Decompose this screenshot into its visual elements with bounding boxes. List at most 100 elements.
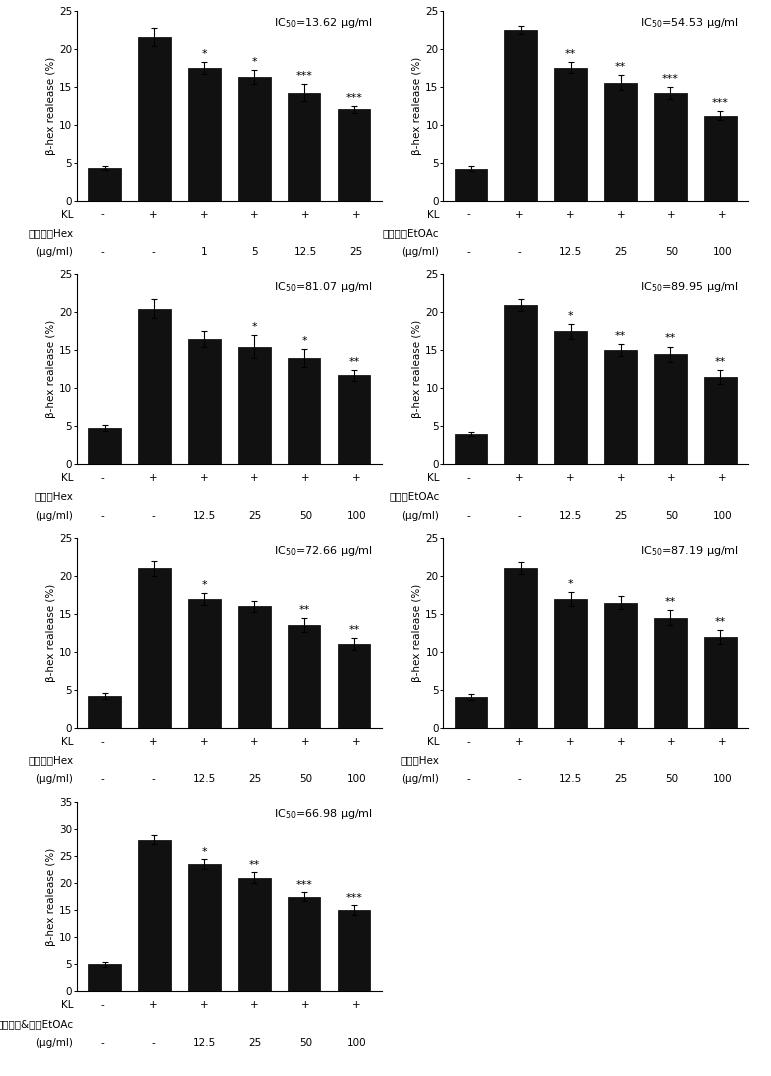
- Text: -: -: [517, 247, 521, 257]
- Text: +: +: [566, 737, 574, 747]
- Text: (μg/ml): (μg/ml): [35, 775, 73, 784]
- Bar: [604, 351, 637, 464]
- Bar: [504, 305, 537, 464]
- Text: +: +: [251, 473, 259, 483]
- Text: 50: 50: [665, 775, 678, 784]
- Text: +: +: [352, 1001, 361, 1010]
- Text: 50: 50: [665, 247, 678, 257]
- Text: *: *: [251, 322, 258, 332]
- Text: +: +: [301, 737, 310, 747]
- Text: 25: 25: [248, 511, 261, 521]
- Y-axis label: β-hex realease (%): β-hex realease (%): [46, 321, 56, 419]
- Text: -: -: [466, 210, 470, 220]
- Text: ***: ***: [345, 93, 362, 102]
- Text: *: *: [301, 336, 307, 345]
- Text: +: +: [149, 210, 157, 220]
- Text: -: -: [100, 775, 104, 784]
- Text: +: +: [301, 473, 310, 483]
- Bar: [238, 346, 271, 464]
- Text: +: +: [200, 1001, 208, 1010]
- Bar: [455, 169, 487, 200]
- Text: 12.5: 12.5: [559, 247, 582, 257]
- Text: (μg/ml): (μg/ml): [402, 775, 439, 784]
- Y-axis label: β-hex realease (%): β-hex realease (%): [46, 584, 56, 682]
- Text: **: **: [298, 606, 310, 615]
- Bar: [138, 568, 170, 727]
- Text: *: *: [251, 57, 258, 67]
- Bar: [188, 598, 221, 727]
- Bar: [138, 309, 170, 464]
- Text: KL: KL: [61, 210, 73, 220]
- Text: +: +: [200, 737, 208, 747]
- Bar: [138, 38, 170, 200]
- Text: IC$_{50}$=81.07 μg/ml: IC$_{50}$=81.07 μg/ml: [274, 280, 372, 294]
- Text: 50: 50: [299, 1038, 312, 1048]
- Text: +: +: [251, 737, 259, 747]
- Text: 100: 100: [712, 247, 732, 257]
- Bar: [704, 115, 736, 200]
- Bar: [504, 30, 537, 200]
- Text: 12.5: 12.5: [193, 511, 216, 521]
- Text: IC$_{50}$=13.62 μg/ml: IC$_{50}$=13.62 μg/ml: [274, 16, 372, 30]
- Text: +: +: [668, 473, 676, 483]
- Y-axis label: β-hex realease (%): β-hex realease (%): [412, 584, 423, 682]
- Text: ***: ***: [712, 98, 729, 108]
- Text: -: -: [100, 247, 104, 257]
- Bar: [238, 878, 271, 991]
- Text: IC$_{50}$=87.19 μg/ml: IC$_{50}$=87.19 μg/ml: [640, 543, 739, 557]
- Bar: [288, 896, 321, 991]
- Bar: [188, 864, 221, 991]
- Text: +: +: [352, 210, 361, 220]
- Text: 25: 25: [614, 775, 628, 784]
- Y-axis label: β-hex realease (%): β-hex realease (%): [412, 57, 423, 155]
- Text: -: -: [100, 210, 104, 220]
- Bar: [138, 839, 170, 991]
- Text: 장어나올&내장EtOAc: 장어나올&내장EtOAc: [0, 1019, 73, 1029]
- Y-axis label: β-hex realease (%): β-hex realease (%): [46, 57, 56, 155]
- Text: KL: KL: [61, 1001, 73, 1010]
- Bar: [604, 83, 637, 200]
- Text: +: +: [251, 1001, 259, 1010]
- Text: +: +: [566, 210, 574, 220]
- Text: +: +: [352, 473, 361, 483]
- Text: +: +: [515, 473, 524, 483]
- Bar: [288, 358, 321, 464]
- Text: +: +: [515, 210, 524, 220]
- Bar: [238, 607, 271, 727]
- Text: +: +: [515, 737, 524, 747]
- Bar: [338, 110, 370, 200]
- Text: 통장어Hex: 통장어Hex: [401, 755, 439, 765]
- Text: 100: 100: [346, 511, 366, 521]
- Text: (μg/ml): (μg/ml): [402, 247, 439, 257]
- Text: **: **: [715, 357, 726, 367]
- Text: 25: 25: [614, 511, 628, 521]
- Text: KL: KL: [61, 473, 73, 483]
- Text: **: **: [665, 334, 676, 343]
- Text: (μg/ml): (μg/ml): [35, 1038, 73, 1048]
- Text: -: -: [151, 247, 155, 257]
- Text: +: +: [200, 210, 208, 220]
- Bar: [288, 625, 321, 727]
- Bar: [655, 354, 687, 464]
- Text: -: -: [151, 1038, 155, 1048]
- Y-axis label: β-hex realease (%): β-hex realease (%): [46, 848, 56, 946]
- Text: +: +: [617, 473, 625, 483]
- Text: 장어머리Hex: 장어머리Hex: [28, 228, 73, 238]
- Text: +: +: [149, 1001, 157, 1010]
- Text: 12.5: 12.5: [294, 247, 317, 257]
- Text: **: **: [249, 860, 260, 870]
- Text: 25: 25: [349, 247, 363, 257]
- Text: +: +: [718, 210, 727, 220]
- Bar: [554, 598, 587, 727]
- Text: (μg/ml): (μg/ml): [35, 247, 73, 257]
- Text: IC$_{50}$=89.95 μg/ml: IC$_{50}$=89.95 μg/ml: [640, 280, 739, 294]
- Text: 12.5: 12.5: [193, 1038, 216, 1048]
- Text: *: *: [201, 847, 207, 856]
- Text: ***: ***: [296, 880, 313, 890]
- Text: -: -: [151, 775, 155, 784]
- Text: -: -: [100, 1001, 104, 1010]
- Text: -: -: [100, 511, 104, 521]
- Text: +: +: [617, 210, 625, 220]
- Bar: [338, 376, 370, 464]
- Text: IC$_{50}$=72.66 μg/ml: IC$_{50}$=72.66 μg/ml: [274, 543, 372, 557]
